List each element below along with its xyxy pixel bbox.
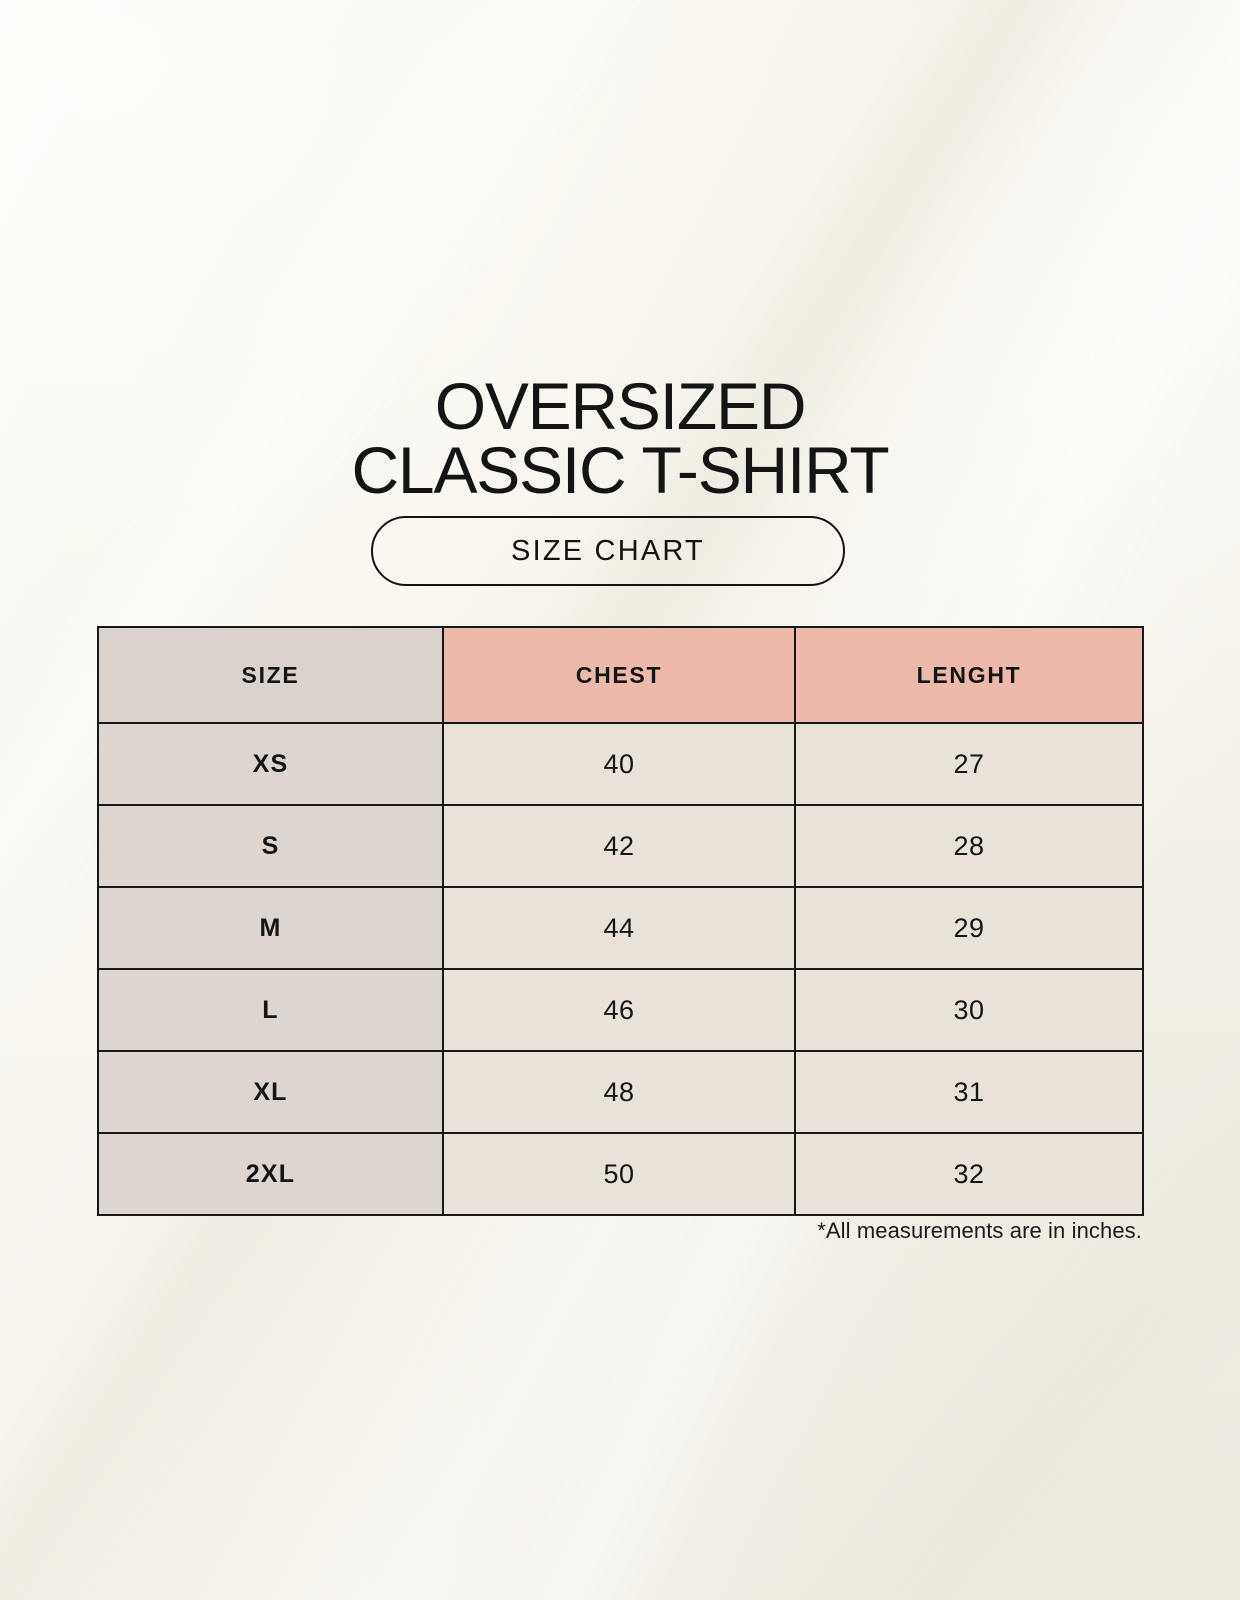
column-header-chest: CHEST xyxy=(442,626,796,724)
cell-size: S xyxy=(97,804,444,888)
cell-chest: 48 xyxy=(442,1050,796,1134)
column-header-size: SIZE xyxy=(97,626,444,724)
column-header-length: LENGHT xyxy=(794,626,1144,724)
cell-chest: 44 xyxy=(442,886,796,970)
page-title: OVERSIZED CLASSIC T-SHIRT xyxy=(351,369,889,508)
cell-size: XL xyxy=(97,1050,444,1134)
cell-size: L xyxy=(97,968,444,1052)
cell-size: M xyxy=(97,886,444,970)
cell-length: 30 xyxy=(794,968,1144,1052)
table-row: S 42 28 xyxy=(97,804,1144,888)
cell-size: 2XL xyxy=(97,1132,444,1216)
table-row: XL 48 31 xyxy=(97,1050,1144,1134)
measurement-note: *All measurements are in inches. xyxy=(817,1218,1142,1243)
table-row: L 46 30 xyxy=(97,968,1144,1052)
cell-length: 29 xyxy=(794,886,1144,970)
cell-size: XS xyxy=(97,722,444,806)
table-header-row: SIZE CHEST LENGHT xyxy=(97,626,1144,724)
size-chart-table: SIZE CHEST LENGHT XS 40 27 S 42 28 M xyxy=(97,626,1144,1216)
cell-length: 31 xyxy=(794,1050,1144,1134)
table-row: 2XL 50 32 xyxy=(97,1132,1144,1216)
cell-chest: 50 xyxy=(442,1132,796,1216)
size-chart-table-container: SIZE CHEST LENGHT XS 40 27 S 42 28 M xyxy=(97,626,1144,1216)
cell-chest: 40 xyxy=(442,722,796,806)
cell-chest: 46 xyxy=(442,968,796,1052)
cell-length: 32 xyxy=(794,1132,1144,1216)
cell-length: 27 xyxy=(794,722,1144,806)
size-chart-badge: SIZE CHART xyxy=(371,516,845,586)
cell-length: 28 xyxy=(794,804,1144,888)
cell-chest: 42 xyxy=(442,804,796,888)
size-chart-badge-label: SIZE CHART xyxy=(511,534,705,567)
table-row: M 44 29 xyxy=(97,886,1144,970)
table-row: XS 40 27 xyxy=(97,722,1144,806)
